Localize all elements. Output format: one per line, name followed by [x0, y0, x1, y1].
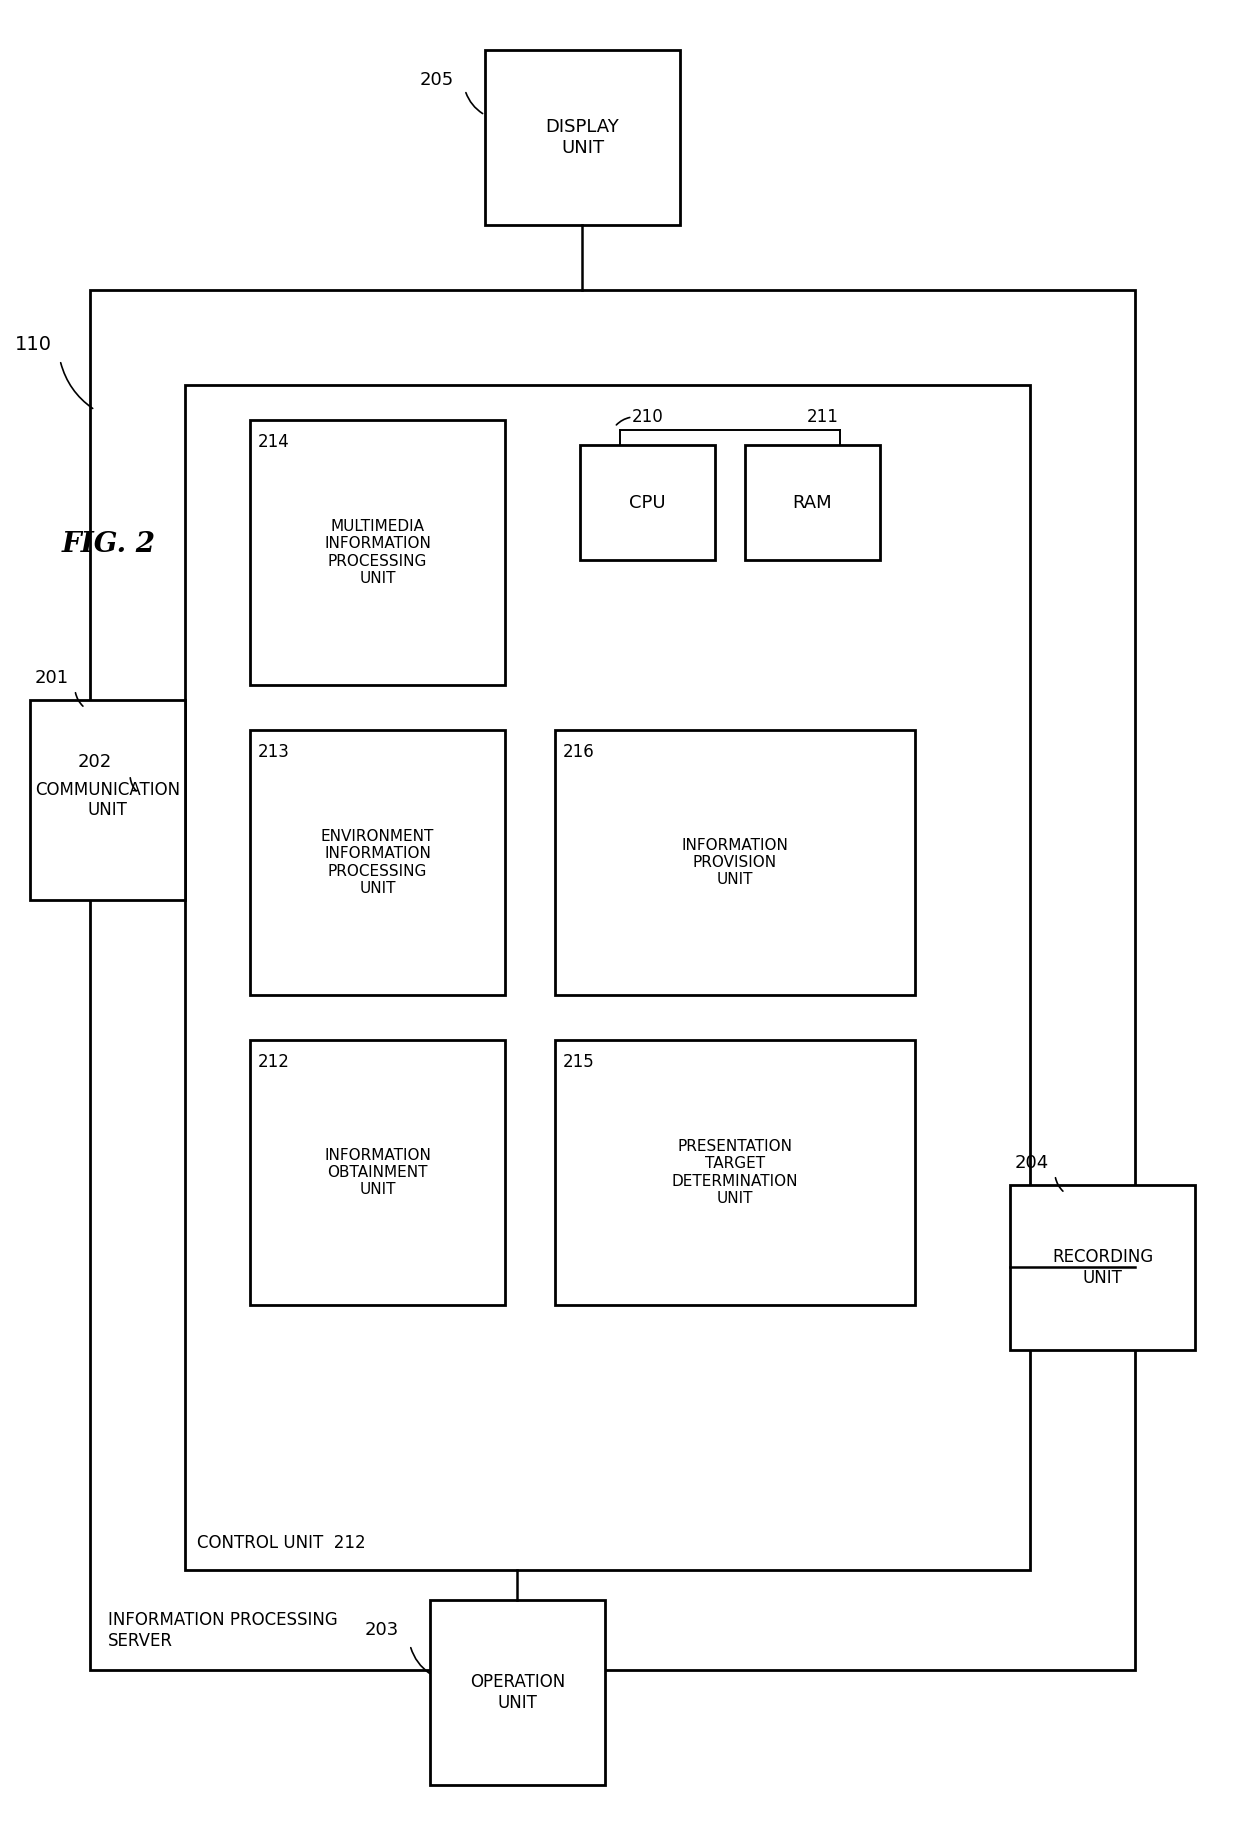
Bar [556, 731, 915, 994]
Text: PRESENTATION
TARGET
DETERMINATION
UNIT: PRESENTATION TARGET DETERMINATION UNIT [672, 1138, 799, 1207]
Text: 211: 211 [806, 408, 838, 426]
Text: 216: 216 [563, 744, 595, 760]
Text: INFORMATION
OBTAINMENT
UNIT: INFORMATION OBTAINMENT UNIT [324, 1148, 432, 1197]
Bar [580, 445, 715, 561]
Bar [1011, 1184, 1195, 1351]
Text: 213: 213 [258, 744, 290, 760]
Text: FIG. 2: FIG. 2 [62, 531, 156, 559]
Text: MULTIMEDIA
INFORMATION
PROCESSING
UNIT: MULTIMEDIA INFORMATION PROCESSING UNIT [324, 518, 432, 587]
Bar [556, 1041, 915, 1304]
Text: OPERATION
UNIT: OPERATION UNIT [470, 1673, 565, 1712]
Text: 210: 210 [631, 408, 663, 426]
Bar [745, 445, 880, 561]
Text: 215: 215 [563, 1053, 595, 1070]
Bar [250, 421, 505, 684]
Text: CONTROL UNIT  212: CONTROL UNIT 212 [197, 1533, 366, 1552]
Text: 201: 201 [35, 670, 69, 686]
Text: INFORMATION
PROVISION
UNIT: INFORMATION PROVISION UNIT [682, 838, 789, 887]
Text: 204: 204 [1016, 1153, 1049, 1172]
Text: RAM: RAM [792, 493, 832, 511]
Text: CPU: CPU [629, 493, 666, 511]
Text: COMMUNICATION
UNIT: COMMUNICATION UNIT [35, 780, 180, 819]
Text: 212: 212 [258, 1053, 290, 1070]
Text: INFORMATION PROCESSING
SERVER: INFORMATION PROCESSING SERVER [108, 1611, 337, 1649]
Text: ENVIRONMENT
INFORMATION
PROCESSING
UNIT: ENVIRONMENT INFORMATION PROCESSING UNIT [321, 828, 434, 897]
Bar [185, 386, 1030, 1570]
Text: 203: 203 [365, 1622, 399, 1638]
Text: 202: 202 [78, 753, 112, 771]
Text: DISPLAY
UNIT: DISPLAY UNIT [546, 118, 619, 157]
Text: 214: 214 [258, 434, 290, 450]
Text: 205: 205 [420, 70, 454, 89]
Text: RECORDING
UNIT: RECORDING UNIT [1052, 1247, 1153, 1288]
Bar [430, 1600, 605, 1784]
Bar [250, 1041, 505, 1304]
Bar [485, 50, 680, 225]
Text: 110: 110 [15, 336, 52, 354]
Bar [250, 731, 505, 994]
Bar [30, 699, 185, 900]
Bar [91, 290, 1135, 1670]
